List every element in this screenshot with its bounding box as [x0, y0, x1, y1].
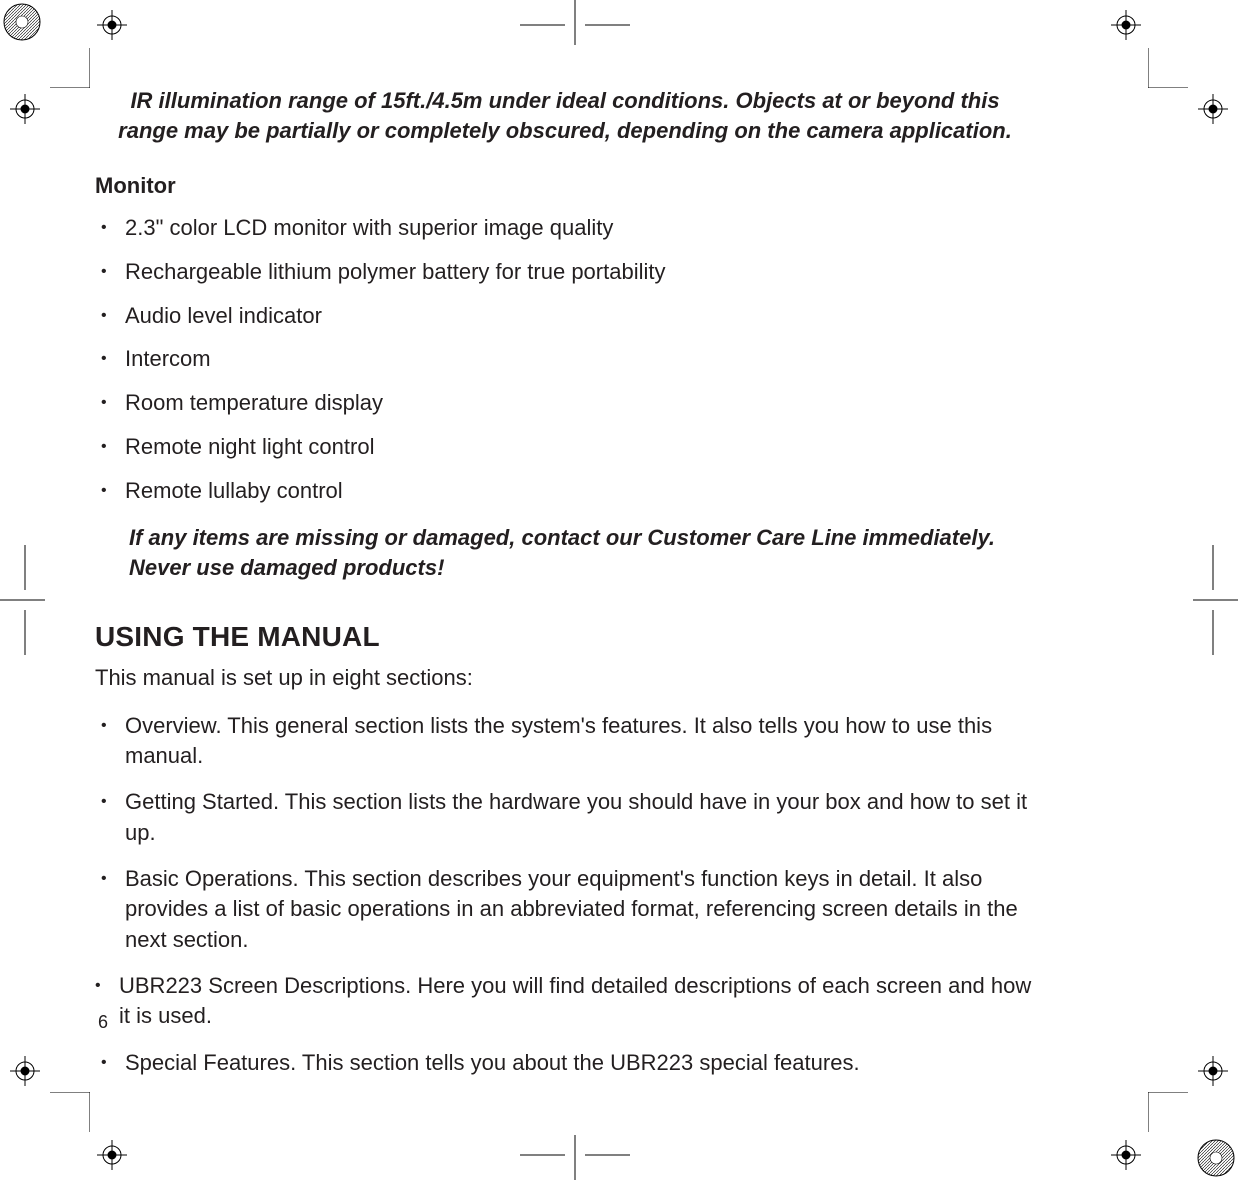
- reg-corner-tick-icon: [1148, 1092, 1188, 1132]
- reg-crosshair-icon: [1188, 545, 1238, 655]
- reg-crosshair-icon: [520, 1130, 630, 1180]
- page-number: 6: [98, 1012, 108, 1033]
- reg-bullseye-icon: [1111, 1140, 1141, 1170]
- reg-corner-tick-icon: [1148, 48, 1188, 88]
- list-item: Room temperature display: [95, 388, 1035, 418]
- list-item: Basic Operations. This section describes…: [95, 864, 1035, 955]
- ir-range-note: IR illumination range of 15ft./4.5m unde…: [115, 86, 1015, 145]
- reg-bullseye-icon: [10, 94, 40, 124]
- damaged-items-warning: If any items are missing or damaged, con…: [129, 523, 999, 582]
- monitor-heading: Monitor: [95, 173, 1035, 199]
- reg-bullseye-icon: [97, 10, 127, 40]
- reg-bullseye-icon: [1111, 10, 1141, 40]
- list-item: Remote night light control: [95, 432, 1035, 462]
- reg-corner-tick-icon: [50, 1092, 90, 1132]
- monitor-feature-list: 2.3" color LCD monitor with superior ima…: [95, 213, 1035, 505]
- reg-crosshair-icon: [520, 0, 630, 50]
- list-item: Overview. This general section lists the…: [95, 711, 1035, 772]
- list-item: 2.3" color LCD monitor with superior ima…: [95, 213, 1035, 243]
- list-item: Rechargeable lithium polymer battery for…: [95, 257, 1035, 287]
- list-item: Remote lullaby control: [95, 476, 1035, 506]
- reg-crosshair-icon: [0, 545, 50, 655]
- page: IR illumination range of 15ft./4.5m unde…: [0, 0, 1238, 1180]
- using-manual-intro: This manual is set up in eight sections:: [95, 665, 1035, 691]
- using-manual-heading: USING THE MANUAL: [95, 621, 1035, 653]
- list-item: UBR223 Screen Descriptions. Here you wil…: [95, 971, 1035, 1032]
- reg-bullseye-icon: [10, 1056, 40, 1086]
- reg-bullseye-icon: [97, 1140, 127, 1170]
- reg-corner-br-icon: [1186, 1128, 1236, 1178]
- manual-sections-list: Overview. This general section lists the…: [95, 711, 1035, 1079]
- reg-corner-tl-icon: [2, 2, 52, 52]
- list-item: Special Features. This section tells you…: [95, 1048, 1035, 1078]
- reg-bullseye-icon: [1198, 1056, 1228, 1086]
- list-item: Intercom: [95, 344, 1035, 374]
- list-item: Audio level indicator: [95, 301, 1035, 331]
- content-area: IR illumination range of 15ft./4.5m unde…: [95, 86, 1035, 1094]
- reg-corner-tick-icon: [50, 48, 90, 88]
- reg-bullseye-icon: [1198, 94, 1228, 124]
- list-item: Getting Started. This section lists the …: [95, 787, 1035, 848]
